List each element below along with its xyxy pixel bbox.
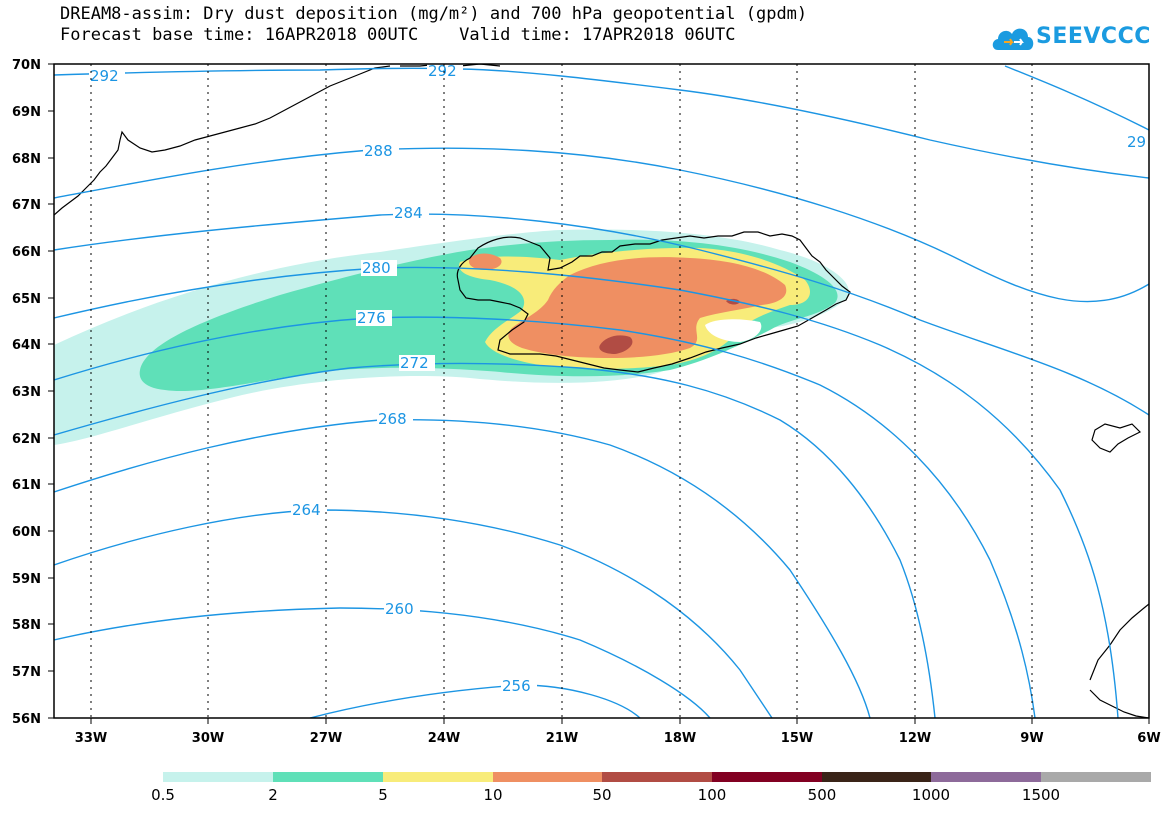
lon-label: 15W (781, 731, 813, 746)
contour-264 (54, 509, 773, 718)
legend-swatch (602, 772, 712, 782)
contour-label: 280 (362, 259, 391, 277)
lat-label: 70N (12, 58, 41, 73)
lon-axis: 33W 30W 27W 24W 21W 18W 15W 12W 9W 6W (75, 718, 1161, 746)
lat-label: 57N (12, 665, 41, 680)
legend-label: 500 (807, 786, 837, 804)
legend-swatch (931, 772, 1041, 782)
contour-labels: 292 292 29 288 284 280 276 272 268 264 2… (89, 62, 1149, 695)
contour-label: 284 (394, 204, 423, 222)
contour-label: 292 (428, 62, 457, 80)
greenland-coast (54, 65, 391, 216)
faroe-islands (1091, 423, 1142, 453)
legend-label: 1000 (911, 786, 951, 804)
dust-shading (54, 229, 849, 445)
color-legend: 0.5 2 5 10 50 100 500 1000 1500 (151, 772, 1151, 812)
dust-band-50 (599, 335, 633, 354)
contour-label: 292 (90, 67, 119, 85)
lat-label: 66N (12, 245, 41, 260)
lat-label: 59N (12, 572, 41, 587)
plot-area: 292 292 29 288 284 280 276 272 268 264 2… (54, 62, 1149, 718)
legend-label: 50 (592, 786, 612, 804)
dust-band-10 (508, 257, 787, 358)
lat-label: 60N (12, 525, 41, 540)
legend-label: 5 (378, 786, 388, 804)
contour-284 (54, 213, 1149, 416)
map-canvas: 292 292 29 288 284 280 276 272 268 264 2… (12, 58, 1161, 746)
legend-label: 10 (483, 786, 503, 804)
contour-label: 29 (1127, 133, 1146, 151)
cloud-icon (992, 28, 1034, 50)
legend-swatch (1041, 772, 1151, 782)
contour-label: 268 (378, 410, 407, 428)
legend-swatch (383, 772, 493, 782)
map-header: DREAM8-assim: Dry dust deposition (mg/m²… (60, 4, 1000, 46)
contour-256 (309, 684, 641, 718)
legend-swatch (493, 772, 602, 782)
lon-label: 21W (546, 731, 578, 746)
lat-axis: 70N 69N 68N 67N 66N 65N 64N 63N 62N 61N … (12, 58, 54, 727)
lat-label: 63N (12, 385, 41, 400)
iceland-coast (456, 231, 851, 373)
lat-label: 58N (12, 618, 41, 633)
lat-label: 69N (12, 105, 41, 120)
contour-292 (54, 67, 1149, 179)
lat-label: 65N (12, 292, 41, 307)
geopotential-contours (54, 65, 1149, 718)
lon-label: 18W (664, 731, 696, 746)
scotland-coast (1089, 603, 1149, 718)
contour-272 (54, 362, 936, 718)
seevccc-logo: SEEVCCC (990, 18, 1150, 58)
legend-label: 100 (697, 786, 727, 804)
dust-band-10-north (468, 253, 502, 270)
lat-label: 68N (12, 152, 41, 167)
contour-label: 260 (385, 600, 414, 618)
lat-label: 61N (12, 478, 41, 493)
contour-268 (54, 418, 871, 718)
legend-label: 2 (268, 786, 278, 804)
lon-label: 27W (310, 731, 342, 746)
map-title: DREAM8-assim: Dry dust deposition (mg/m²… (60, 4, 808, 24)
map-subtitle: Forecast base time: 16APR2018 00UTC Vali… (60, 25, 736, 45)
contour-292-east (1004, 65, 1149, 131)
legend-label: 0.5 (151, 786, 175, 804)
lon-label: 6W (1137, 731, 1160, 746)
lat-label: 56N (12, 712, 41, 727)
contour-276 (54, 316, 1036, 718)
legend-swatch (163, 772, 273, 782)
contour-260 (54, 607, 711, 718)
lat-label: 67N (12, 198, 41, 213)
legend-swatch (822, 772, 931, 782)
logo-text: SEEVCCC (1036, 24, 1151, 49)
contour-label: 256 (502, 677, 531, 695)
legend-label: 1500 (1021, 786, 1061, 804)
contour-label: 264 (292, 501, 321, 519)
contour-label: 272 (400, 354, 429, 372)
dust-gap-east (705, 319, 762, 342)
contour-label: 276 (357, 309, 386, 327)
lon-label: 9W (1020, 731, 1043, 746)
lat-label: 62N (12, 432, 41, 447)
contour-288 (54, 147, 1149, 303)
lon-label: 33W (75, 731, 107, 746)
lat-label: 64N (12, 338, 41, 353)
contour-280 (54, 266, 1119, 718)
contour-label: 288 (364, 142, 393, 160)
lon-label: 24W (428, 731, 460, 746)
lon-label: 12W (899, 731, 931, 746)
lon-label: 30W (192, 731, 224, 746)
legend-swatch (712, 772, 822, 782)
legend-swatch (273, 772, 383, 782)
